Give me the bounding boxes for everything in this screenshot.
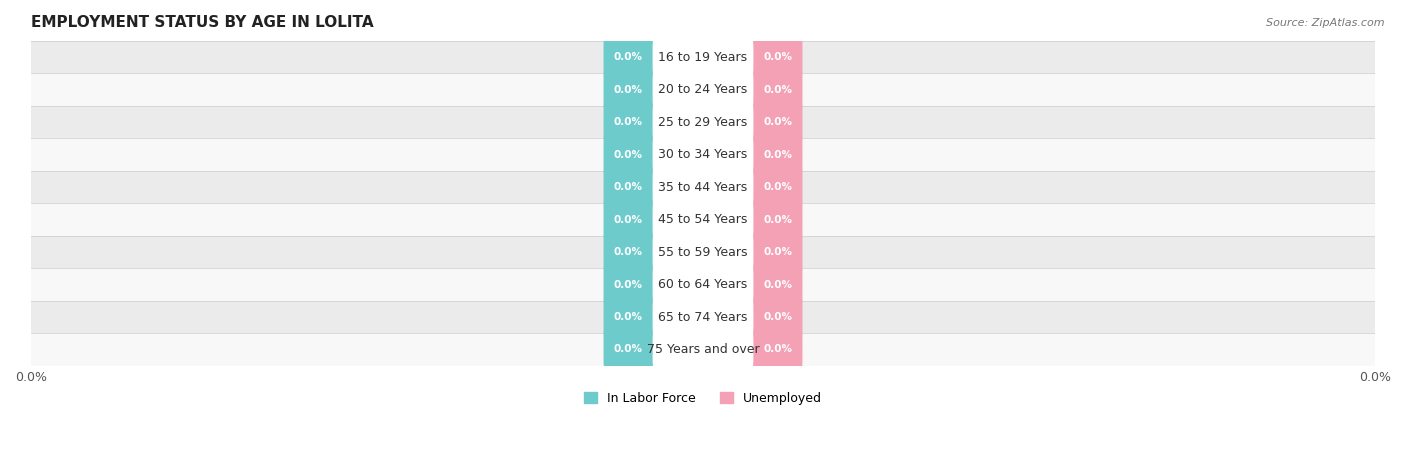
FancyBboxPatch shape bbox=[652, 195, 754, 244]
FancyBboxPatch shape bbox=[745, 250, 803, 320]
FancyBboxPatch shape bbox=[745, 184, 803, 255]
Text: 0.0%: 0.0% bbox=[613, 85, 643, 94]
Text: 45 to 54 Years: 45 to 54 Years bbox=[658, 213, 748, 226]
FancyBboxPatch shape bbox=[652, 228, 754, 277]
Text: 0.0%: 0.0% bbox=[613, 247, 643, 257]
FancyBboxPatch shape bbox=[652, 32, 754, 81]
Text: 65 to 74 Years: 65 to 74 Years bbox=[658, 310, 748, 324]
Bar bbox=[31, 73, 1375, 106]
Text: 16 to 19 Years: 16 to 19 Years bbox=[658, 51, 748, 63]
Bar bbox=[31, 236, 1375, 268]
Text: Source: ZipAtlas.com: Source: ZipAtlas.com bbox=[1267, 18, 1385, 28]
FancyBboxPatch shape bbox=[652, 98, 754, 147]
FancyBboxPatch shape bbox=[652, 162, 754, 212]
FancyBboxPatch shape bbox=[745, 217, 803, 287]
Text: 0.0%: 0.0% bbox=[613, 215, 643, 225]
Bar bbox=[31, 203, 1375, 236]
Text: 25 to 29 Years: 25 to 29 Years bbox=[658, 116, 748, 129]
Text: 0.0%: 0.0% bbox=[613, 149, 643, 160]
Text: 0.0%: 0.0% bbox=[613, 52, 643, 62]
FancyBboxPatch shape bbox=[745, 282, 803, 352]
Text: 0.0%: 0.0% bbox=[763, 312, 793, 322]
Text: 0.0%: 0.0% bbox=[763, 279, 793, 289]
Text: 0.0%: 0.0% bbox=[763, 345, 793, 355]
Legend: In Labor Force, Unemployed: In Labor Force, Unemployed bbox=[583, 392, 823, 405]
FancyBboxPatch shape bbox=[652, 325, 754, 374]
Text: 60 to 64 Years: 60 to 64 Years bbox=[658, 278, 748, 291]
Text: 35 to 44 Years: 35 to 44 Years bbox=[658, 180, 748, 194]
FancyBboxPatch shape bbox=[603, 152, 661, 222]
Bar bbox=[31, 301, 1375, 333]
Bar bbox=[31, 41, 1375, 73]
Text: 0.0%: 0.0% bbox=[613, 312, 643, 322]
Text: 0.0%: 0.0% bbox=[763, 85, 793, 94]
Text: 0.0%: 0.0% bbox=[763, 117, 793, 127]
Bar bbox=[31, 268, 1375, 301]
Text: 55 to 59 Years: 55 to 59 Years bbox=[658, 246, 748, 259]
Text: 0.0%: 0.0% bbox=[613, 117, 643, 127]
FancyBboxPatch shape bbox=[603, 22, 661, 92]
FancyBboxPatch shape bbox=[745, 315, 803, 384]
FancyBboxPatch shape bbox=[652, 260, 754, 309]
Text: 0.0%: 0.0% bbox=[763, 52, 793, 62]
FancyBboxPatch shape bbox=[603, 282, 661, 352]
Text: EMPLOYMENT STATUS BY AGE IN LOLITA: EMPLOYMENT STATUS BY AGE IN LOLITA bbox=[31, 15, 374, 30]
Text: 0.0%: 0.0% bbox=[613, 279, 643, 289]
FancyBboxPatch shape bbox=[745, 152, 803, 222]
Text: 0.0%: 0.0% bbox=[763, 182, 793, 192]
FancyBboxPatch shape bbox=[603, 217, 661, 287]
Text: 0.0%: 0.0% bbox=[763, 247, 793, 257]
FancyBboxPatch shape bbox=[745, 120, 803, 189]
FancyBboxPatch shape bbox=[745, 87, 803, 157]
Text: 0.0%: 0.0% bbox=[763, 215, 793, 225]
FancyBboxPatch shape bbox=[745, 55, 803, 125]
Bar bbox=[31, 171, 1375, 203]
FancyBboxPatch shape bbox=[603, 120, 661, 189]
Text: 0.0%: 0.0% bbox=[763, 149, 793, 160]
FancyBboxPatch shape bbox=[652, 292, 754, 342]
Text: 30 to 34 Years: 30 to 34 Years bbox=[658, 148, 748, 161]
FancyBboxPatch shape bbox=[745, 22, 803, 92]
Bar bbox=[31, 333, 1375, 366]
FancyBboxPatch shape bbox=[603, 87, 661, 157]
FancyBboxPatch shape bbox=[603, 55, 661, 125]
Bar bbox=[31, 138, 1375, 171]
Text: 0.0%: 0.0% bbox=[613, 345, 643, 355]
FancyBboxPatch shape bbox=[603, 250, 661, 320]
FancyBboxPatch shape bbox=[603, 315, 661, 384]
FancyBboxPatch shape bbox=[603, 184, 661, 255]
Text: 20 to 24 Years: 20 to 24 Years bbox=[658, 83, 748, 96]
Text: 0.0%: 0.0% bbox=[613, 182, 643, 192]
Bar bbox=[31, 106, 1375, 138]
FancyBboxPatch shape bbox=[652, 130, 754, 179]
FancyBboxPatch shape bbox=[652, 65, 754, 114]
Text: 75 Years and over: 75 Years and over bbox=[647, 343, 759, 356]
